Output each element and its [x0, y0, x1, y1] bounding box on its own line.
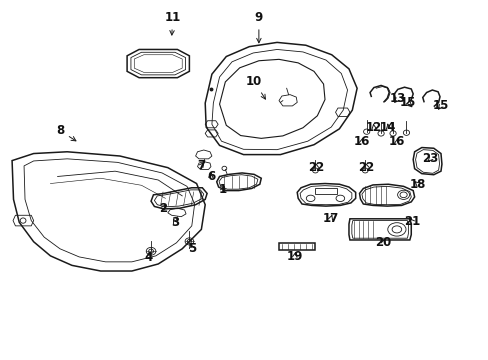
Text: 23: 23: [422, 152, 438, 165]
Text: 15: 15: [432, 99, 448, 112]
Text: 21: 21: [403, 215, 420, 228]
Text: 14: 14: [379, 121, 396, 134]
Text: 8: 8: [56, 124, 76, 141]
Text: 1: 1: [219, 183, 226, 196]
Text: 22: 22: [307, 161, 324, 174]
Text: 9: 9: [254, 11, 263, 43]
Text: 18: 18: [409, 178, 426, 191]
Text: 13: 13: [389, 93, 405, 105]
Text: 22: 22: [358, 161, 374, 174]
Text: 20: 20: [375, 236, 391, 249]
Text: 12: 12: [365, 121, 381, 134]
Text: 17: 17: [322, 212, 338, 225]
Text: 16: 16: [388, 135, 404, 148]
Text: 2: 2: [159, 202, 167, 215]
Text: 5: 5: [187, 242, 196, 255]
Text: 6: 6: [206, 170, 215, 183]
Text: 3: 3: [171, 216, 179, 229]
Text: 7: 7: [197, 159, 205, 172]
Text: 19: 19: [286, 251, 303, 264]
Text: 4: 4: [144, 251, 152, 264]
Text: 16: 16: [353, 135, 369, 148]
Text: 10: 10: [245, 75, 265, 99]
Text: 11: 11: [164, 11, 181, 35]
Text: 15: 15: [398, 96, 415, 109]
